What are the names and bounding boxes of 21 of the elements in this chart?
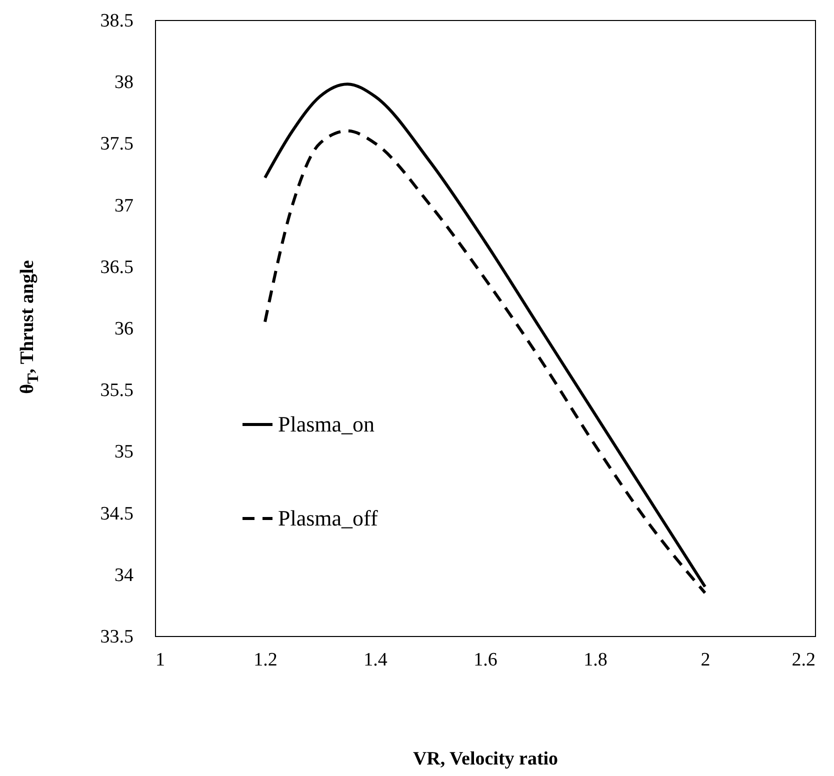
y-tick-label: 36 <box>114 318 134 340</box>
x-tick-label: 1 <box>156 650 165 670</box>
x-tick-label: 1.4 <box>364 650 388 670</box>
y-tick-label: 38.5 <box>100 10 134 32</box>
x-tick-label: 1.8 <box>584 650 608 670</box>
y-tick-label: 38 <box>114 72 134 94</box>
y-tick-label: 33.5 <box>100 626 134 648</box>
y-tick-label: 37 <box>114 195 134 216</box>
x-axis-title: VR, Velocity ratio <box>412 748 558 770</box>
x-tick-label: 2.2 <box>792 650 816 670</box>
legend-label: Plasma_off <box>278 506 378 530</box>
y-tick-label: 34 <box>114 564 134 586</box>
y-tick-label: 35.5 <box>100 380 134 402</box>
legend-label: Plasma_on <box>278 412 375 436</box>
x-tick-label: 1.6 <box>474 650 498 670</box>
y-tick-label: 34.5 <box>100 503 134 524</box>
x-tick-label: 1.2 <box>254 650 278 670</box>
y-tick-label: 36.5 <box>100 256 134 278</box>
x-tick-label: 2 <box>700 650 710 670</box>
y-tick-label: 35 <box>114 442 134 463</box>
y-tick-label: 37.5 <box>100 134 134 155</box>
